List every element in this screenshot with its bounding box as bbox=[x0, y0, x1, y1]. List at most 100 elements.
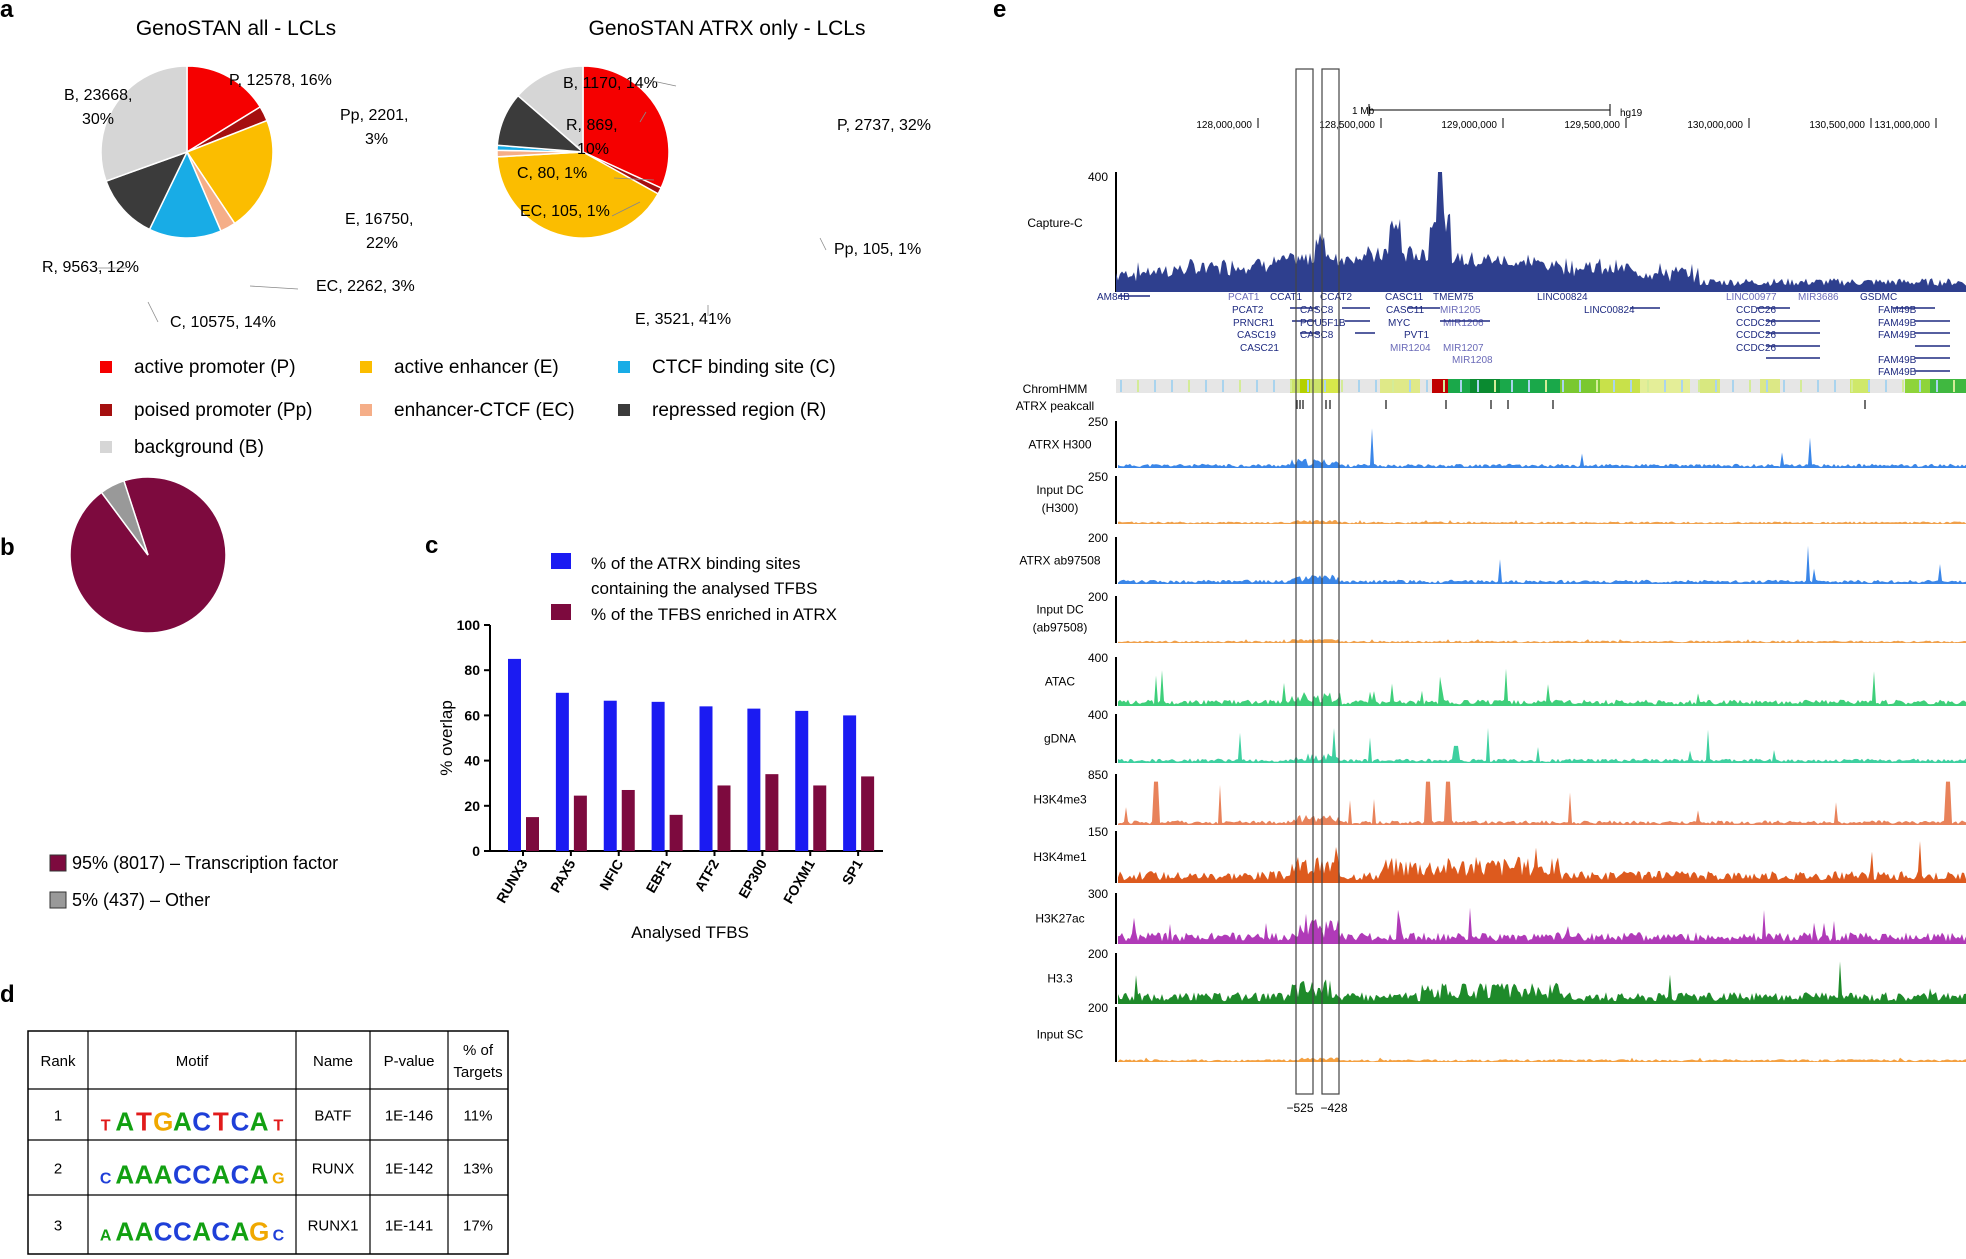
pie-b bbox=[69, 476, 227, 634]
track-label-2-3: (ab97508) bbox=[1033, 621, 1088, 635]
track-label-peakcall: ATRX peakcall bbox=[1016, 399, 1094, 413]
legend-swatch-P bbox=[100, 361, 112, 373]
x-tick-label-RUNX3: RUNX3 bbox=[493, 856, 531, 905]
motif-letter-0-5: C bbox=[192, 1107, 211, 1137]
track-label-0: ATRX H300 bbox=[1028, 438, 1091, 452]
x-axis-label: Analysed TFBS bbox=[631, 923, 749, 942]
legend-swatch-EC bbox=[360, 404, 372, 416]
motif-table: Rank Motif Name P-value % of Targets 1 BATF 1E-1… bbox=[27, 1030, 509, 1255]
gene-label-7: LINC00977 bbox=[1726, 292, 1777, 303]
chromhmm-tick-1205 bbox=[1205, 380, 1207, 392]
bar-series0-ATF2 bbox=[699, 706, 713, 851]
motif-letter-1-3: A bbox=[154, 1160, 173, 1190]
pie-label-1-5-label1: R, 869, bbox=[566, 117, 618, 134]
pie-label-1-4-label1: C, 80, 1% bbox=[517, 165, 587, 182]
track-signal-6 bbox=[1118, 781, 1966, 825]
bar-chart-c: % of the ATRX binding sites containing th… bbox=[437, 553, 883, 942]
bar-series0-FOXM1 bbox=[795, 710, 809, 851]
motif-letter-0-7: C bbox=[231, 1107, 250, 1137]
chromhmm-tick-1307 bbox=[1307, 380, 1309, 392]
track-max-10: 200 bbox=[1088, 1001, 1108, 1015]
gene-label-4: CASC11 bbox=[1385, 292, 1424, 303]
chromhmm-segment-2 bbox=[1320, 379, 1340, 393]
chromhmm-tick-1222 bbox=[1222, 380, 1224, 392]
pie-all bbox=[100, 65, 274, 239]
legend-a: active promoter (P) poised promoter (Pp) b… bbox=[100, 357, 836, 458]
chromhmm-segment-14 bbox=[1930, 379, 1966, 393]
table-border bbox=[27, 1030, 509, 1255]
coordinate-label-2: 129,000,000 bbox=[1441, 120, 1497, 131]
track-max-4: 400 bbox=[1088, 651, 1108, 665]
chromhmm-tick-1783 bbox=[1783, 380, 1785, 392]
pie-label-1-5-label2: 10% bbox=[577, 141, 609, 158]
gene-label-27: FAM49B bbox=[1878, 330, 1917, 341]
table-header-targets-2: Targets bbox=[453, 1064, 502, 1081]
chromhmm-tick-1698 bbox=[1698, 380, 1700, 392]
gene-label-16: FAM49B bbox=[1878, 305, 1917, 316]
pie-label-0-1-label1: Pp, 2201, bbox=[340, 107, 409, 124]
motif-letter-1-7: C bbox=[231, 1160, 250, 1190]
motif-letter-0-3: G bbox=[153, 1107, 173, 1137]
x-tick-label-SP1: SP1 bbox=[839, 856, 866, 887]
chromhmm-tick-1681 bbox=[1681, 380, 1683, 392]
assembly-label: hg19 bbox=[1620, 108, 1643, 119]
gene-label-9: GSDMC bbox=[1860, 292, 1897, 303]
table-pvalue-0: 1E-146 bbox=[385, 1108, 433, 1125]
y-tick-label-100: 100 bbox=[457, 617, 481, 633]
motif-letter-2-8: G bbox=[249, 1217, 269, 1247]
chromhmm-tick-1171 bbox=[1171, 380, 1173, 392]
bar-series0-RUNX3 bbox=[508, 658, 521, 851]
chromhmm-tick-1358 bbox=[1358, 380, 1360, 392]
table-header-targets-1: % of bbox=[463, 1042, 494, 1059]
track-label-8: H3K27ac bbox=[1035, 912, 1084, 926]
gene-label-21: CCDC26 bbox=[1736, 318, 1776, 329]
pie-label-1-3-label1: EC, 105, 1% bbox=[520, 203, 610, 220]
chromhmm-tick-1324 bbox=[1324, 380, 1326, 392]
table-targets-2: 17% bbox=[463, 1218, 493, 1235]
coordinate-label-6: 131,000,000 bbox=[1874, 120, 1930, 131]
pie-label-1-1-label1: Pp, 105, 1% bbox=[834, 241, 921, 258]
gene-label-2: CCAT1 bbox=[1270, 292, 1302, 303]
track-max-0: 250 bbox=[1088, 415, 1108, 429]
gene-label-8: MIR3686 bbox=[1798, 292, 1839, 303]
gene-label-17: PRNCR1 bbox=[1233, 318, 1275, 329]
pie-leader-line-3 bbox=[647, 79, 677, 87]
table-targets-1: 13% bbox=[463, 1161, 493, 1178]
gene-label-32: MIR1208 bbox=[1452, 355, 1493, 366]
chromhmm-segment-12 bbox=[1850, 379, 1870, 393]
motif-letter-0-2: T bbox=[136, 1107, 152, 1137]
motif-letter-0-9: T bbox=[274, 1118, 284, 1135]
panel-label-b: b bbox=[0, 534, 15, 561]
chromhmm-tick-1630 bbox=[1630, 380, 1632, 392]
pie-all-slice-B bbox=[100, 65, 188, 183]
track-label-6: H3K4me3 bbox=[1033, 793, 1087, 807]
y-tick-label-40: 40 bbox=[464, 753, 480, 769]
panel-label-a: a bbox=[0, 0, 14, 23]
chromhmm-tick-1834 bbox=[1834, 380, 1836, 392]
track-label-2-1: (H300) bbox=[1042, 501, 1079, 515]
pie-b-slice-other bbox=[100, 479, 149, 556]
x-tick-label-NFIC: NFIC bbox=[596, 857, 626, 893]
table-header-motif: Motif bbox=[176, 1053, 209, 1070]
legend-swatch-R bbox=[618, 404, 630, 416]
motif-letter-1-0: C bbox=[100, 1171, 112, 1188]
motif-letter-2-6: C bbox=[211, 1217, 230, 1247]
pie-leader-line-4 bbox=[613, 177, 655, 181]
motif-letter-2-1: A bbox=[115, 1217, 134, 1247]
chromhmm-tick-1579 bbox=[1579, 380, 1581, 392]
legend-label-series-1: % of the TFBS enriched in ATRX bbox=[591, 605, 837, 624]
pie-leader-line-6 bbox=[819, 237, 827, 251]
legend-swatch-maroon bbox=[551, 604, 571, 620]
coordinate-label-1: 128,500,000 bbox=[1319, 120, 1375, 131]
table-header-name: Name bbox=[313, 1053, 353, 1070]
bar-series0-SP1 bbox=[843, 715, 857, 851]
track-label-10: Input SC bbox=[1037, 1028, 1084, 1042]
legend-label-C: CTCF binding site (C) bbox=[652, 357, 836, 378]
legend-label-Pp: poised promoter (Pp) bbox=[134, 400, 312, 421]
track-max-capture-c: 400 bbox=[1088, 170, 1108, 184]
coordinate-label-4: 130,000,000 bbox=[1687, 120, 1743, 131]
pie-label-0-1-label2: 3% bbox=[365, 131, 388, 148]
track-max-7: 150 bbox=[1088, 825, 1108, 839]
bar-series1-FOXM1 bbox=[813, 785, 827, 851]
pie-label-0-2-label2: 22% bbox=[366, 235, 398, 252]
